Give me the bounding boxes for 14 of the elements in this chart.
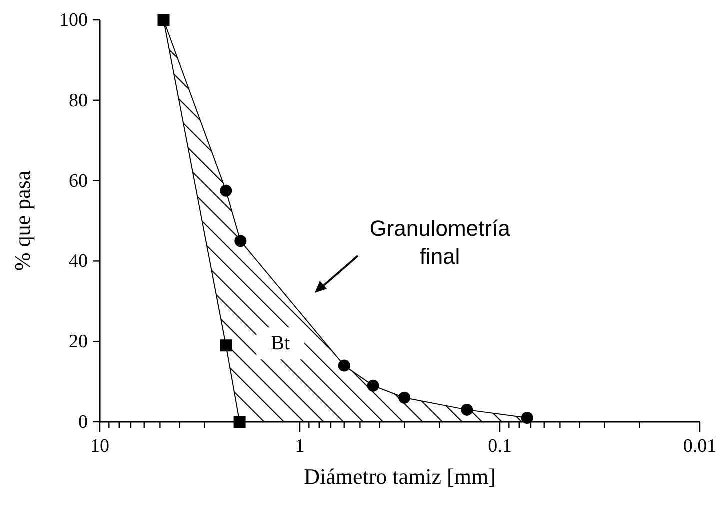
y-tick-label: 40 (69, 251, 88, 272)
y-tick-label: 60 (69, 170, 88, 192)
y-tick-label: 0 (78, 412, 88, 433)
annotation: Bt (271, 332, 291, 355)
y-tick-label: 80 (69, 90, 88, 112)
x-tick-label: 0.1 (488, 436, 512, 457)
y-tick-label: 100 (60, 10, 88, 31)
annotation: Granulometría final (370, 216, 512, 269)
y-axis-title: % que pasa (10, 170, 35, 272)
x-tick-label: 10 (90, 436, 110, 457)
x-tick-label: 1 (295, 436, 305, 457)
x-tick-label: 0.01 (683, 436, 717, 457)
x-axis-title: Diámetro tamiz [mm] (304, 464, 496, 489)
y-tick-label: 20 (69, 332, 88, 353)
